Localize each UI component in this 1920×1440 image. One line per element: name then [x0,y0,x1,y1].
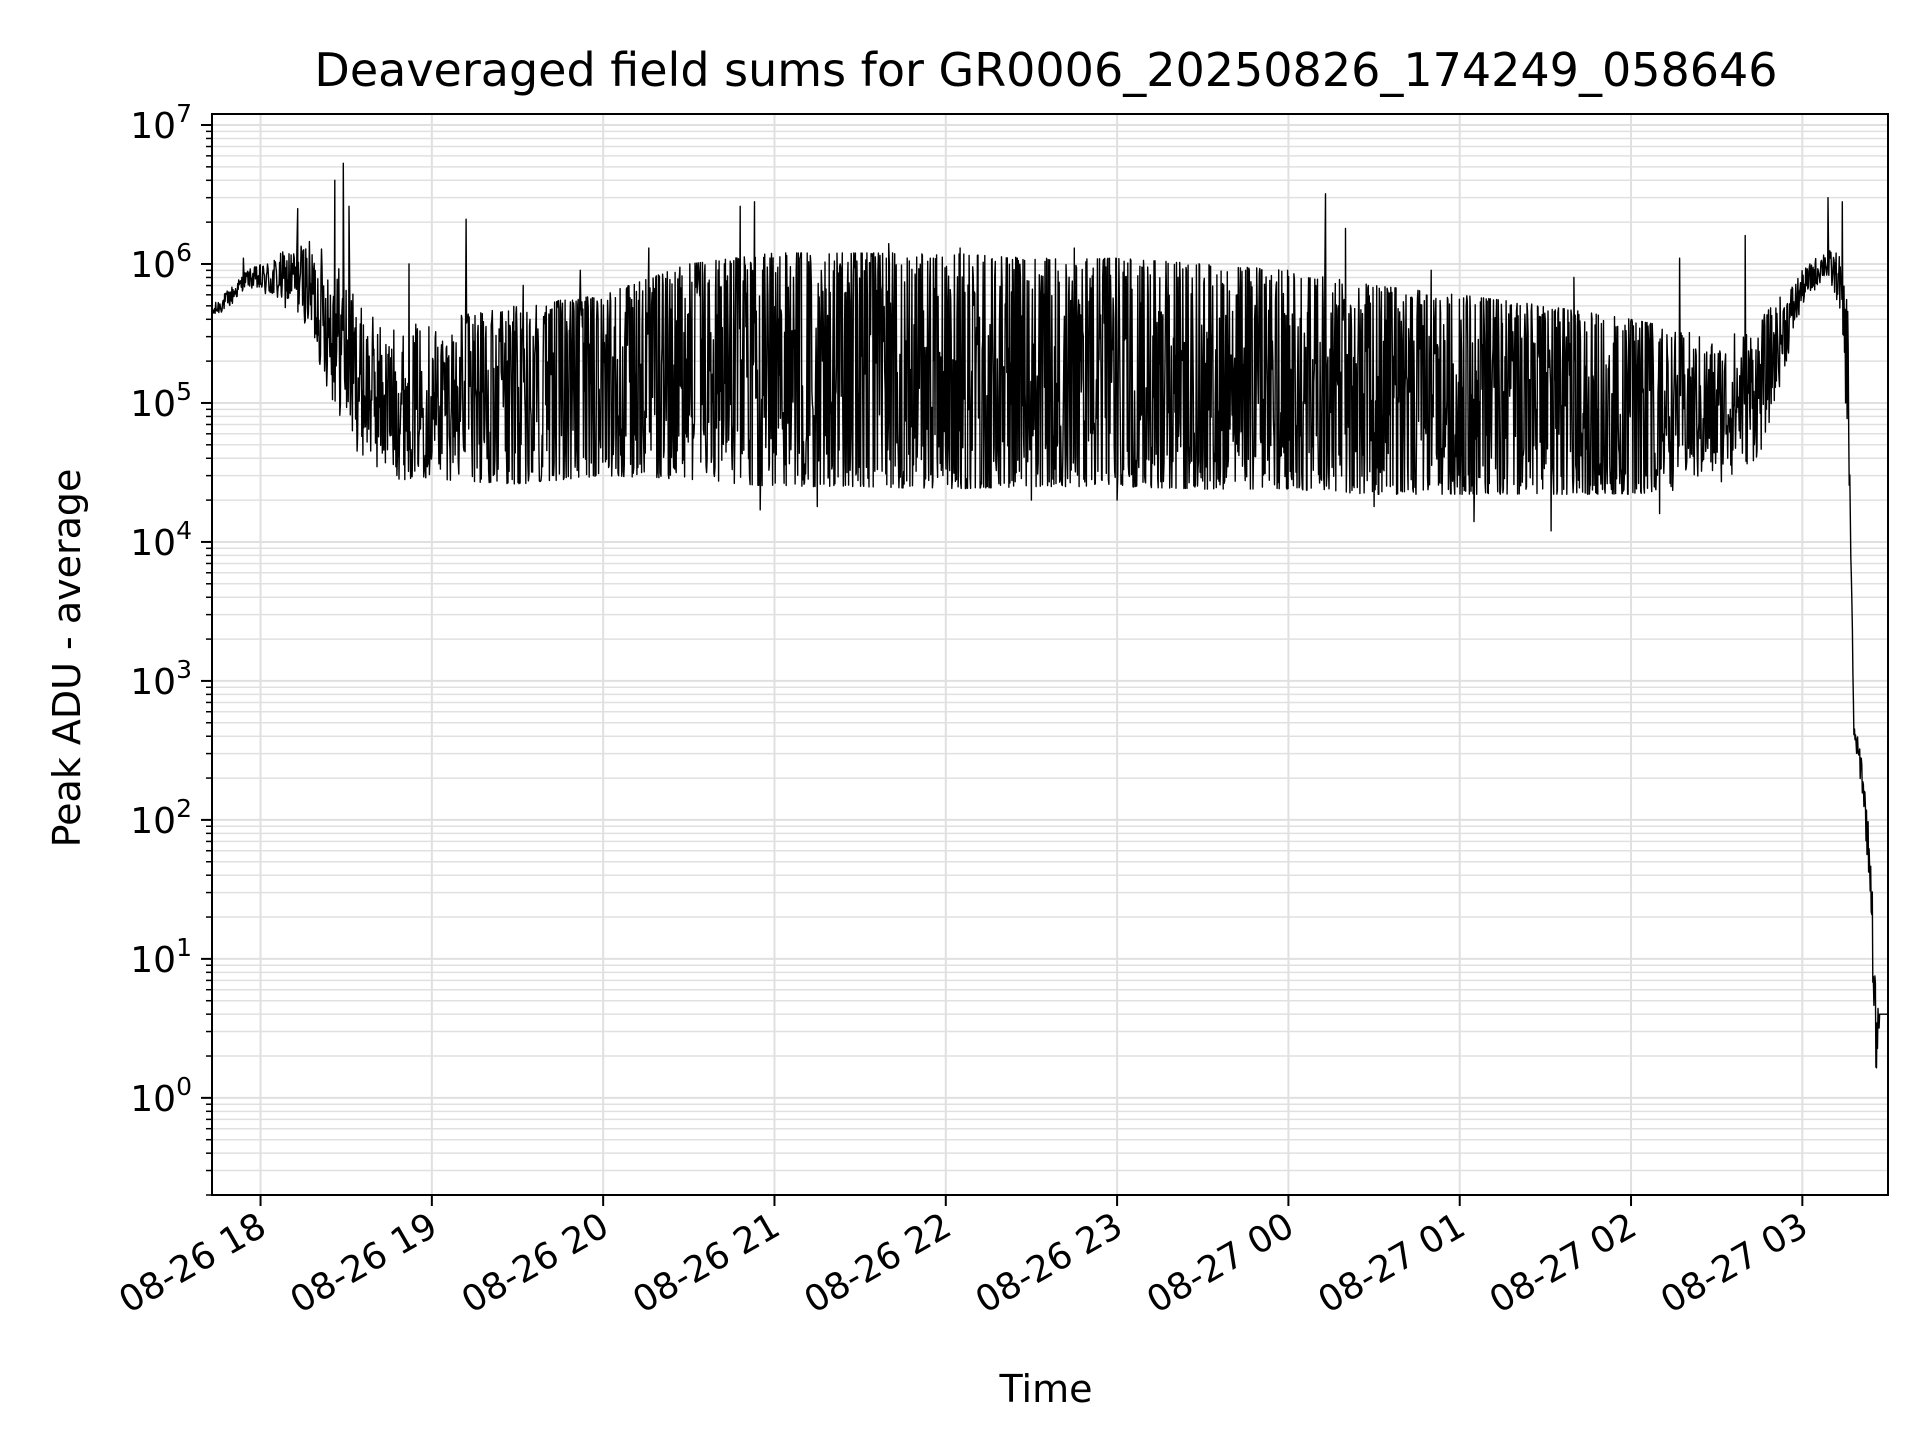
y-tick-label: 102 [130,794,192,842]
series-line [211,162,1889,1069]
y-axis-label: Peak ADU - average [45,469,89,848]
chart-title: Deaveraged field sums for GR0006_2025082… [314,43,1777,97]
y-tick-label: 101 [130,933,192,981]
y-tick-label: 106 [130,238,192,286]
plot-frame [211,113,1889,1196]
y-tick-label: 103 [130,655,192,703]
x-axis-label: Time [999,1367,1093,1411]
y-tick-label: 105 [130,377,192,425]
y-minor-gridlines [212,130,1888,1196]
y-tick-label: 104 [130,516,192,564]
y-axis-ticks: 100 101 102 103 104 105 106 107 [130,99,212,1196]
y-tick-label: 100 [130,1072,192,1120]
y-tick-label: 107 [130,99,192,147]
